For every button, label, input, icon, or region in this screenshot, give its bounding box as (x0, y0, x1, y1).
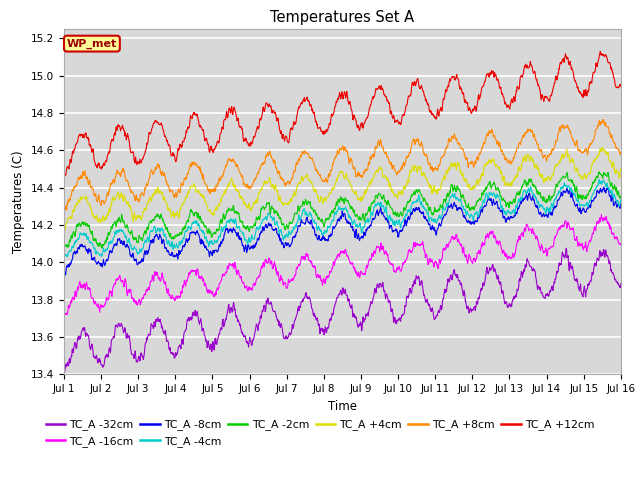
Text: WP_met: WP_met (67, 38, 117, 49)
X-axis label: Time: Time (328, 400, 357, 413)
Title: Temperatures Set A: Temperatures Set A (270, 10, 415, 25)
Y-axis label: Temperatures (C): Temperatures (C) (12, 150, 26, 253)
Legend: TC_A -32cm, TC_A -16cm, TC_A -8cm, TC_A -4cm, TC_A -2cm, TC_A +4cm, TC_A +8cm, T: TC_A -32cm, TC_A -16cm, TC_A -8cm, TC_A … (45, 420, 595, 447)
